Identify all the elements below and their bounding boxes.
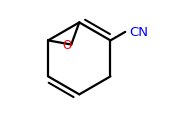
Text: O: O	[62, 39, 72, 52]
Text: CN: CN	[129, 26, 148, 39]
